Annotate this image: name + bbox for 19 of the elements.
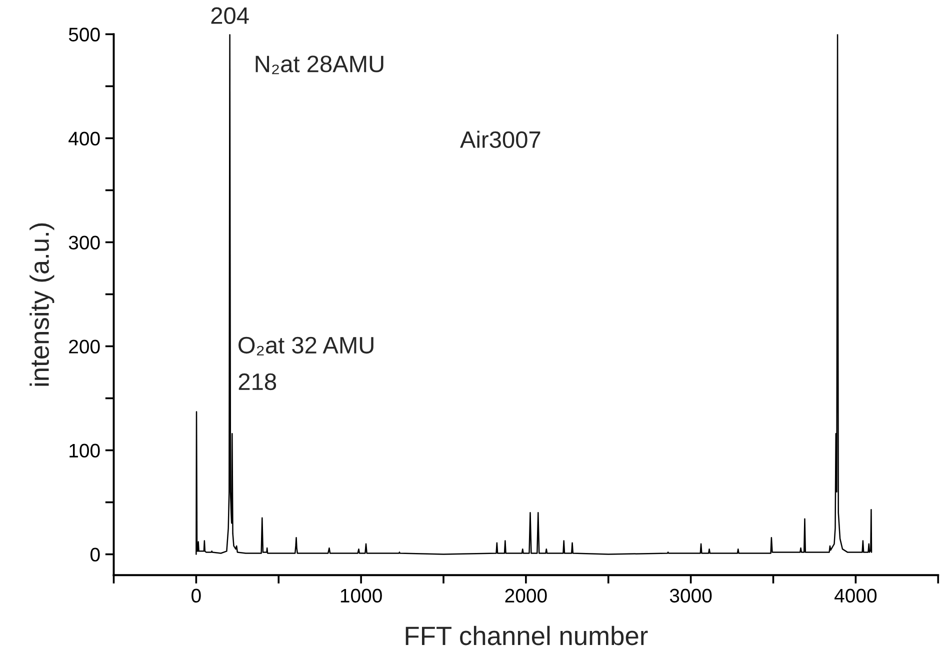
x-tick-label: 2000 <box>505 588 547 603</box>
line-series <box>196 34 872 555</box>
x-tick-label: 1000 <box>340 588 382 603</box>
y-tick-label: 200 <box>69 340 100 354</box>
annotation: 204 <box>211 7 249 24</box>
x-tick-label: 0 <box>192 588 201 603</box>
y-axis-title: intensity (a.u.) <box>30 223 54 386</box>
annotation: N₂at 28AMU <box>256 56 384 74</box>
annotation: O₂at 32 AMU <box>238 336 374 356</box>
annotation: Air3007 <box>460 130 540 148</box>
y-tick-label: 0 <box>90 548 100 562</box>
y-tick-label: 300 <box>68 236 100 250</box>
y-tick-label: 500 <box>68 28 100 42</box>
x-tick-label: 3000 <box>670 588 712 603</box>
y-tick-label: 400 <box>68 132 100 146</box>
annotation: 218 <box>238 373 276 390</box>
x-axis-title: FFT channel number <box>406 626 648 646</box>
y-tick-label: 100 <box>70 444 100 458</box>
x-tick-label: 4000 <box>834 588 877 603</box>
